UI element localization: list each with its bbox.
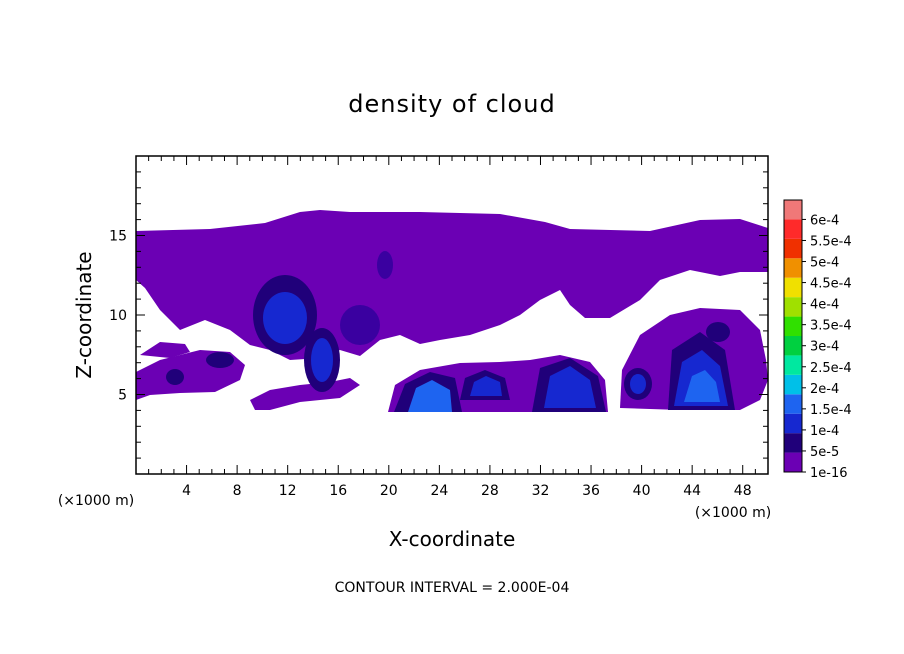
x-tick-label: 48 xyxy=(734,483,752,499)
colorbar-swatch xyxy=(784,238,802,259)
colorbar-swatch xyxy=(784,374,802,395)
y-axis-tick-labels: 5 10 15 xyxy=(109,229,127,404)
colorbar-level-label: 3e-4 xyxy=(810,340,839,355)
colorbar-level-label: 1.5e-4 xyxy=(810,403,852,418)
core-1-inner xyxy=(263,292,307,344)
colorbar-swatch xyxy=(784,258,802,278)
core-2-inner xyxy=(311,338,333,382)
x-tick-label: 4 xyxy=(182,483,191,499)
colorbar-swatch xyxy=(784,316,802,336)
colorbar-level-label: 3.5e-4 xyxy=(810,319,852,334)
x-tick-label: 20 xyxy=(380,483,398,499)
colorbar-swatch xyxy=(784,433,802,453)
core-11 xyxy=(166,369,184,385)
core-9 xyxy=(706,322,730,342)
x-axis-ticks xyxy=(148,156,756,474)
x-tick-label: 36 xyxy=(582,483,600,499)
x-tick-label: 8 xyxy=(233,483,242,499)
x-tick-label: 28 xyxy=(481,483,499,499)
colorbar-level-label: 2.5e-4 xyxy=(810,361,852,376)
y-axis-ticks xyxy=(136,171,768,459)
y-axis-label: Z-coordinate xyxy=(72,251,96,378)
colorbar-level-label: 6e-4 xyxy=(810,213,839,228)
colorbar-swatch xyxy=(784,394,802,414)
colorbar-swatch xyxy=(784,413,802,434)
cloud-small-left xyxy=(140,342,190,358)
colorbar-swatch xyxy=(784,219,802,239)
cloud-cores xyxy=(166,251,735,412)
y-tick-label: 15 xyxy=(109,229,127,245)
core-12 xyxy=(377,251,393,279)
colorbar-level-label: 1e-16 xyxy=(810,466,848,481)
core-5-inner xyxy=(470,376,502,396)
x-tick-label: 24 xyxy=(430,483,448,499)
cloud-field xyxy=(136,210,768,412)
core-7-inner xyxy=(630,374,646,394)
y-tick-label: 5 xyxy=(118,388,127,404)
core-6-inner xyxy=(544,366,596,408)
colorbar-swatch xyxy=(784,277,802,298)
colorbar-swatch xyxy=(784,336,802,356)
chart-title: density of cloud xyxy=(348,90,555,118)
colorbar-level-label: 5.5e-4 xyxy=(810,234,852,249)
x-unit-label: (×1000 m) xyxy=(695,505,771,521)
y-tick-label: 10 xyxy=(109,308,127,324)
colorbar-level-label: 5e-5 xyxy=(810,445,839,460)
colorbar-level-label: 4e-4 xyxy=(810,298,839,313)
x-tick-label: 40 xyxy=(633,483,651,499)
colorbar-swatch xyxy=(784,200,802,220)
colorbar-level-label: 2e-4 xyxy=(810,382,839,397)
x-tick-label: 16 xyxy=(329,483,347,499)
colorbar-swatch xyxy=(784,452,802,472)
core-10 xyxy=(206,352,234,368)
colorbar-labels: 1e-16 5e-5 1e-4 1.5e-4 2e-4 2.5e-4 3e-4 3.5e-4 4… xyxy=(810,213,852,481)
core-3 xyxy=(340,305,380,345)
colorbar-level-label: 1e-4 xyxy=(810,424,839,439)
colorbar-frame xyxy=(783,199,803,473)
contour-interval-note: CONTOUR INTERVAL = 2.000E-04 xyxy=(335,580,570,596)
colorbar xyxy=(783,199,806,473)
core-8-peak xyxy=(684,370,720,402)
colorbar-swatch xyxy=(784,355,802,375)
colorbar-level-label: 5e-4 xyxy=(810,256,839,271)
colorbar-level-label: 4.5e-4 xyxy=(810,277,852,292)
x-axis-label: X-coordinate xyxy=(389,527,516,551)
cloud-lower-mid xyxy=(250,378,360,410)
colorbar-swatch xyxy=(784,297,802,317)
x-tick-label: 44 xyxy=(683,483,701,499)
core-4-inner xyxy=(408,380,452,412)
x-axis-tick-labels: 4 8 12 16 20 24 28 32 36 40 44 48 xyxy=(182,483,752,499)
x-tick-label: 32 xyxy=(532,483,550,499)
x-tick-label: 12 xyxy=(279,483,297,499)
y-unit-label: (×1000 m) xyxy=(58,493,134,509)
